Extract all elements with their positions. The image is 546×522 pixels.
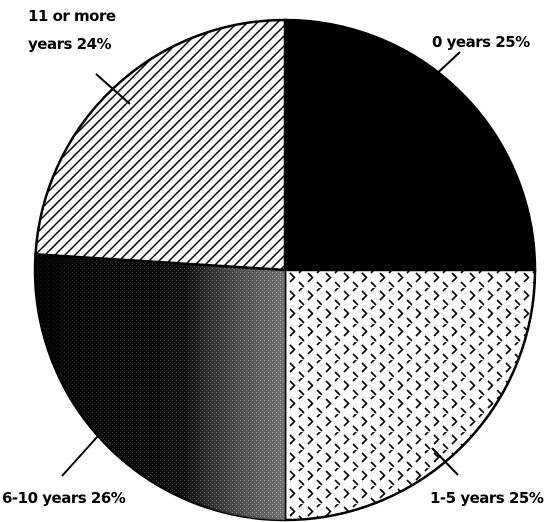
- leader-line: [95, 73, 131, 105]
- leader-lines: [61, 51, 461, 477]
- value-label: 26%: [90, 489, 126, 507]
- leader-line: [61, 435, 99, 477]
- category-label: 0 years: [432, 33, 491, 51]
- pie-slice: [34, 18, 287, 272]
- category-label: 1-5 years: [430, 489, 505, 507]
- leader-line: [431, 447, 459, 476]
- pie-slice: [283, 18, 537, 272]
- value-label: 24%: [76, 35, 112, 53]
- value-label: 25%: [508, 489, 544, 507]
- slice-label: 11 or more years 24%: [28, 2, 120, 58]
- category-label: 11 or more years: [28, 7, 116, 53]
- slice-label: 6-10 years 26%: [2, 484, 126, 512]
- leader-line: [429, 51, 461, 81]
- slice-label: 1-5 years 25%: [430, 484, 544, 512]
- pie-slice: [283, 268, 537, 522]
- slice-shade: [34, 254, 286, 520]
- slice-label: 0 years 25%: [432, 28, 530, 56]
- category-label: 6-10 years: [2, 489, 87, 507]
- value-label: 25%: [495, 33, 530, 51]
